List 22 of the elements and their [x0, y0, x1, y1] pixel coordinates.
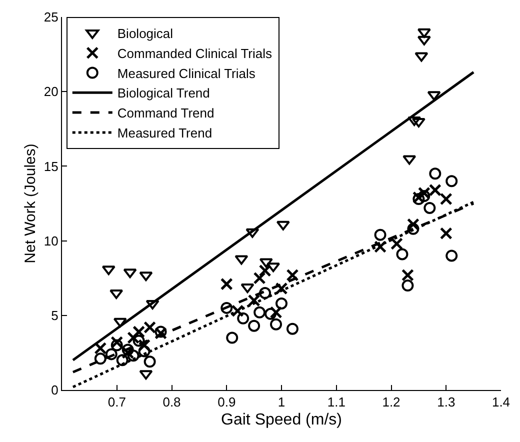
x-tick-label: 1.4: [492, 394, 510, 410]
x-axis-title: Gait Speed (m/s): [221, 411, 342, 428]
y-tick-label: 0: [51, 382, 58, 398]
legend-label: Biological Trend: [117, 86, 210, 101]
x-tick-label: 0.7: [108, 394, 126, 410]
y-tick-label: 5: [51, 308, 58, 323]
y-tick-label: 10: [44, 233, 58, 248]
legend-label: Commanded Clinical Trials: [117, 46, 272, 61]
legend-label: Measured Trend: [117, 126, 212, 141]
legend-label: Measured Clinical Trials: [117, 66, 256, 81]
y-tick-label: 25: [44, 10, 58, 25]
x-tick-label: 0.8: [162, 394, 181, 410]
x-tick-label: 1.2: [382, 394, 400, 410]
legend-label: Command Trend: [117, 106, 214, 121]
y-tick-label: 15: [44, 158, 58, 174]
legend-label: Biological: [117, 26, 174, 42]
y-tick-label: 20: [44, 84, 58, 100]
x-tick-label: 1.1: [327, 394, 346, 410]
x-tick-label: 0.9: [218, 394, 236, 410]
x-tick-label: 1: [278, 394, 286, 410]
x-tick-label: 1.3: [437, 394, 456, 410]
y-axis-title: Net Work (Joules): [22, 144, 40, 264]
